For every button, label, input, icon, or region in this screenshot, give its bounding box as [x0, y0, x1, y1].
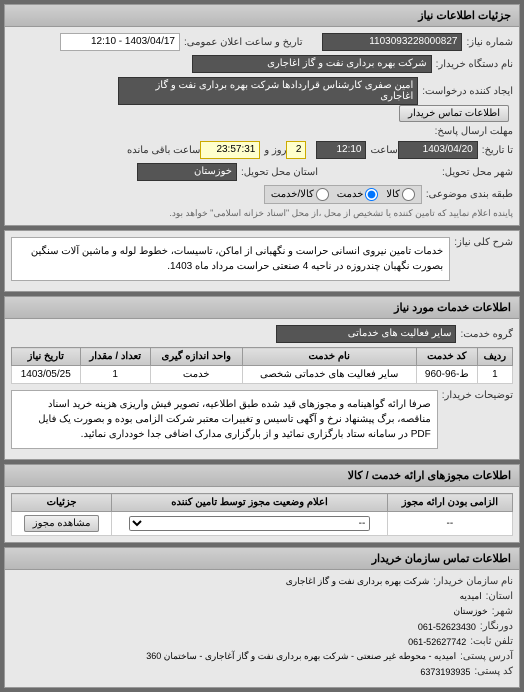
contact-header: اطلاعات تماس سازمان خریدار — [5, 548, 519, 570]
services-header-row: ردیف کد خدمت نام خدمت واحد اندازه گیری ت… — [12, 348, 513, 366]
contact-phone-label: دورنگار: — [480, 621, 513, 632]
contact-fax-label: تلفن ثابت: — [470, 636, 513, 647]
contact-phone: 061-52623430 — [418, 622, 476, 632]
remaining-time-field: 23:57:31 — [200, 141, 260, 159]
services-panel: اطلاعات خدمات مورد نیاز گروه خدمت: سایر … — [4, 296, 520, 460]
permit-status-select[interactable]: -- — [129, 516, 371, 531]
radio-service[interactable]: خدمت — [337, 188, 379, 201]
cell-date: 1403/05/25 — [12, 366, 81, 384]
permit-col-required: الزامی بودن ارائه مجوز — [387, 494, 512, 512]
main-panel: جزئیات اطلاعات نیاز شماره نیاز: 11030932… — [4, 4, 520, 226]
cell-qty: 1 — [80, 366, 150, 384]
contact-fax: 061-52627742 — [408, 637, 466, 647]
contact-province-label: استان: — [486, 591, 513, 602]
days-and-label: روز و — [264, 145, 286, 156]
permit-status: -- — [112, 512, 388, 536]
contact-postal: 6373193935 — [420, 667, 470, 677]
announce-field: 1403/04/17 - 12:10 — [60, 33, 180, 51]
buyer-org-field: شرکت بهره برداری نفت و گاز اغاجاری — [192, 55, 432, 73]
radio-goods[interactable]: کالا — [386, 188, 415, 201]
buyer-desc-text: صرفا ارائه گواهینامه و مجوزهای قید شده ط… — [11, 390, 438, 449]
cell-unit: خدمت — [150, 366, 242, 384]
col-name: نام خدمت — [242, 348, 416, 366]
contact-city-label: شهر: — [492, 606, 513, 617]
permit-col-details: جزئیات — [12, 494, 112, 512]
buyer-contact-button[interactable]: اطلاعات تماس خریدار — [399, 105, 509, 122]
remaining-suffix: ساعت باقی مانده — [127, 145, 200, 156]
reply-time-field: 12:10 — [316, 141, 366, 159]
remaining-days-field: 2 — [286, 141, 306, 159]
summary-label: شرح کلی نیاز: — [454, 237, 513, 248]
payment-note: پاینده اعلام نمایید که تامین کننده یا تش… — [11, 208, 513, 219]
delivery-province-label: استان محل تحویل: — [241, 167, 318, 178]
col-unit: واحد اندازه گیری — [150, 348, 242, 366]
service-group-field: سایر فعالیت های خدماتی — [276, 325, 456, 343]
contact-province: امیدیه — [460, 591, 482, 602]
summary-text: خدمات تامین نیروی انسانی حراست و نگهبانی… — [11, 237, 450, 281]
buyer-org-label: نام دستگاه خریدار: — [436, 59, 513, 70]
until-date-label: تا تاریخ: — [482, 145, 513, 156]
radio-both-input[interactable] — [316, 188, 329, 201]
delivery-province-field: خوزستان — [137, 163, 237, 181]
services-header: اطلاعات خدمات مورد نیاز — [5, 297, 519, 319]
service-group-label: گروه خدمت: — [460, 329, 513, 340]
delivery-city-label: شهر محل تحویل: — [442, 167, 513, 178]
radio-service-input[interactable] — [365, 188, 378, 201]
col-code: کد خدمت — [416, 348, 477, 366]
cell-row: 1 — [477, 366, 512, 384]
cell-name: سایر فعالیت های خدماتی شخصی — [242, 366, 416, 384]
creator-field: امین صفری کارشناس قراردادها شرکت بهره بر… — [118, 77, 418, 105]
col-row: ردیف — [477, 348, 512, 366]
main-header: جزئیات اطلاعات نیاز — [5, 5, 519, 27]
permit-action-cell: مشاهده مجوز — [12, 512, 112, 536]
info-body: شماره نیاز: 1103093228000827 تاریخ و ساع… — [5, 27, 519, 225]
announce-label: تاریخ و ساعت اعلان عمومی: — [184, 37, 303, 48]
permit-col-status: اعلام وضعیت مجوز توسط تامین کننده — [112, 494, 388, 512]
cell-code: ط-96-960 — [416, 366, 477, 384]
contact-org: شرکت بهره برداری نفت و گاز اغاجاری — [286, 576, 430, 587]
radio-both[interactable]: کالا/خدمت — [271, 188, 329, 201]
contact-panel: اطلاعات تماس سازمان خریدار نام سازمان خر… — [4, 547, 520, 688]
contact-address: امیدیه - محوطه غیر صنعتی - شرکت بهره برد… — [146, 651, 456, 662]
summary-panel: شرح کلی نیاز: خدمات تامین نیروی انسانی ح… — [4, 230, 520, 292]
category-radio-group: کالا خدمت کالا/خدمت — [264, 185, 422, 204]
need-number-field: 1103093228000827 — [322, 33, 462, 51]
radio-goods-input[interactable] — [402, 188, 415, 201]
view-permit-button[interactable]: مشاهده مجوز — [24, 515, 100, 532]
need-number-label: شماره نیاز: — [466, 37, 513, 48]
permits-row: -- -- مشاهده مجوز — [12, 512, 513, 536]
category-label: طبقه بندی موضوعی: — [426, 189, 513, 200]
permits-header-row: الزامی بودن ارائه مجوز اعلام وضعیت مجوز … — [12, 494, 513, 512]
creator-label: ایجاد کننده درخواست: — [422, 86, 513, 97]
contact-postal-label: کد پستی: — [474, 666, 513, 677]
col-date: تاریخ نیاز — [12, 348, 81, 366]
services-table: ردیف کد خدمت نام خدمت واحد اندازه گیری ت… — [11, 347, 513, 384]
contact-org-label: نام سازمان خریدار: — [433, 576, 513, 587]
permits-header: اطلاعات مجوزهای ارائه خدمت / کالا — [5, 465, 519, 487]
col-qty: تعداد / مقدار — [80, 348, 150, 366]
reply-deadline-label: مهلت ارسال پاسخ: — [435, 126, 513, 137]
permits-table: الزامی بودن ارائه مجوز اعلام وضعیت مجوز … — [11, 493, 513, 536]
permits-panel: اطلاعات مجوزهای ارائه خدمت / کالا الزامی… — [4, 464, 520, 543]
time-label: ساعت — [370, 145, 397, 156]
contact-city: خوزستان — [454, 606, 488, 617]
permit-required: -- — [387, 512, 512, 536]
services-row: 1 ط-96-960 سایر فعالیت های خدماتی شخصی خ… — [12, 366, 513, 384]
contact-address-label: آدرس پستی: — [460, 651, 513, 662]
reply-date-field: 1403/04/20 — [398, 141, 478, 159]
buyer-desc-label: توضیحات خریدار: — [442, 390, 513, 401]
